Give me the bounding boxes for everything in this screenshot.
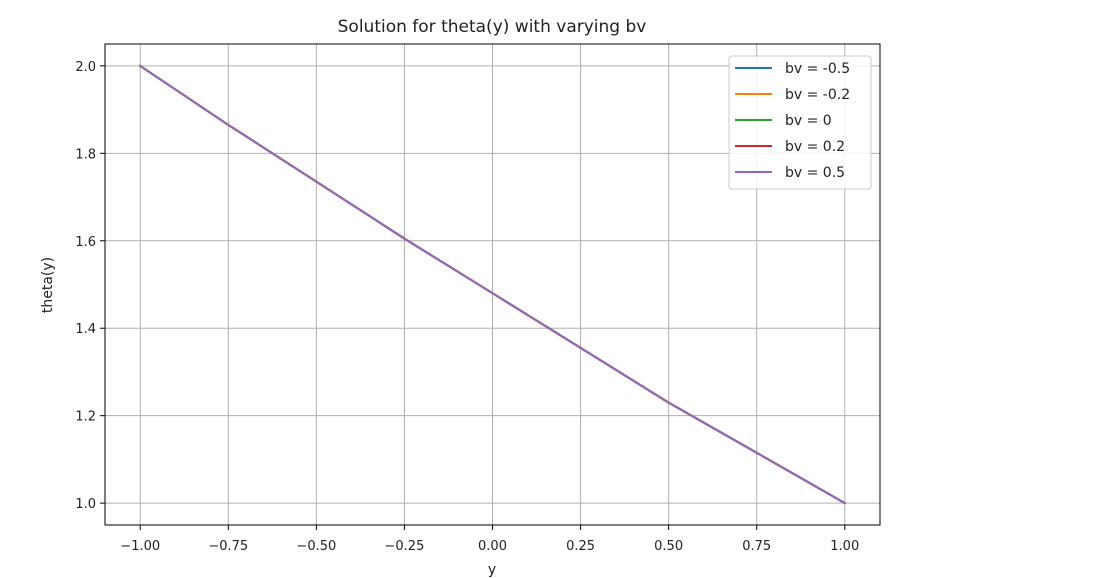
x-ticks: −1.00 −0.75 −0.50 −0.25 0.00 0.25 0.50 0.75 1.00 xyxy=(120,525,859,554)
series-line-4 xyxy=(138,64,847,505)
y-ticks: 1.0 1.2 1.4 1.6 1.8 2.0 xyxy=(75,60,105,512)
legend-label-2: bv = 0 xyxy=(785,113,832,129)
legend-label-3: bv = 0.2 xyxy=(785,139,845,155)
legend-label-4: bv = 0.5 xyxy=(785,165,845,181)
legend: bv = -0.5 bv = -0.2 bv = 0 bv = 0.2 bv = 0.5 xyxy=(728,55,872,190)
chart-title: Solution for theta(y) with varying bv xyxy=(338,17,647,37)
x-tick-label: 0.75 xyxy=(742,539,771,554)
legend-box xyxy=(728,55,872,190)
x-tick-label: −0.75 xyxy=(208,539,248,554)
x-tick-label: −1.00 xyxy=(120,539,160,554)
y-tick-label: 1.6 xyxy=(75,235,96,250)
x-tick-label: −0.50 xyxy=(296,539,336,554)
x-axis-label: y xyxy=(488,562,496,578)
y-axis-label: theta(y) xyxy=(40,257,56,313)
legend-label-1: bv = -0.2 xyxy=(785,87,850,103)
x-tick-label: 0.50 xyxy=(654,539,683,554)
x-tick-label: 1.00 xyxy=(830,539,859,554)
y-tick-label: 1.8 xyxy=(75,147,96,162)
x-tick-label: 0.25 xyxy=(566,539,595,554)
x-tick-label: −0.25 xyxy=(385,539,425,554)
legend-label-0: bv = -0.5 xyxy=(785,61,850,77)
y-tick-label: 1.0 xyxy=(75,497,96,512)
series-group xyxy=(138,64,847,505)
y-tick-label: 1.2 xyxy=(75,410,96,425)
y-tick-label: 2.0 xyxy=(75,60,96,75)
x-tick-label: 0.00 xyxy=(478,539,507,554)
y-tick-label: 1.4 xyxy=(75,322,96,337)
